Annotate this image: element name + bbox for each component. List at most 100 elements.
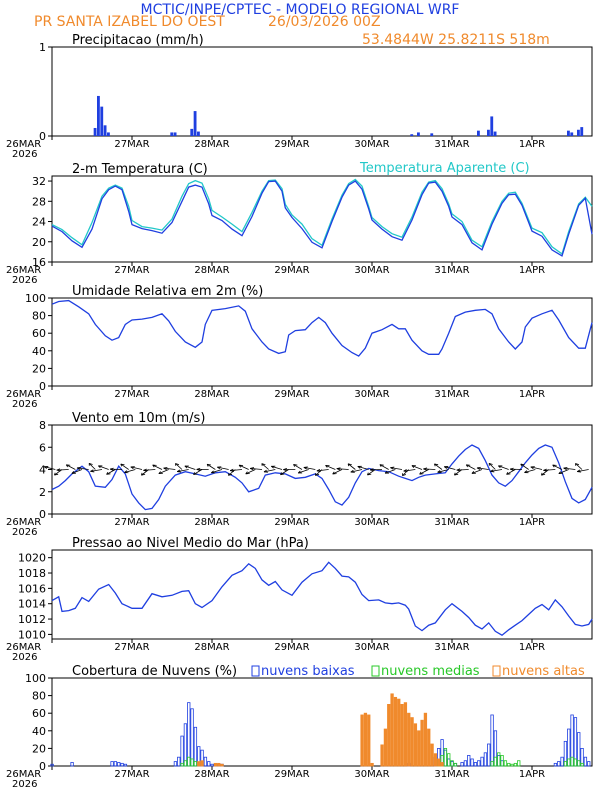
x-tick-label: 30MAR (354, 389, 389, 400)
wind-arrow-shaft (71, 469, 83, 474)
panel-title: Pressao ao Nivel Medio do Mar (hPa) (72, 536, 309, 551)
wind-arrow-head (563, 467, 567, 471)
wind-arrow-shaft (271, 465, 283, 470)
cloud-bar-green (513, 762, 518, 767)
cloud-bar-blue (480, 756, 484, 767)
wind-arrow-shaft (206, 463, 216, 470)
cloud-bar-green (443, 748, 448, 767)
wind-arrow-shaft (56, 469, 69, 471)
wind-arrow-head (56, 469, 61, 472)
wind-arrow-head (489, 462, 493, 465)
x-tick-label: 31MAR (434, 389, 469, 400)
x-tick-label: 1APR (519, 139, 545, 150)
cloud-bar-orange (383, 728, 388, 767)
y-tick-label: 20 (32, 236, 46, 249)
wind-arrow-shaft (90, 469, 103, 472)
cloud-bar-green (567, 758, 571, 767)
cloud-bar-green (573, 758, 578, 767)
wind-arrow-shaft (217, 466, 229, 470)
wind-arrow-head (490, 470, 495, 473)
cloud-bar-blue (50, 763, 54, 767)
y-tick-label: 20 (32, 742, 46, 755)
y-tick-label: 0 (39, 760, 46, 773)
wind-arrow-head (552, 464, 555, 468)
x-tick-label: 26MAR (6, 642, 41, 653)
panel-title: Cobertura de Nuvens (%) (72, 664, 237, 679)
wind-arrow-head (520, 463, 523, 467)
x-tick-year: 2026 (12, 149, 37, 160)
wind-arrow-head (403, 470, 408, 473)
cloud-bar-green (190, 758, 194, 767)
y-tick-label: 4 (39, 464, 46, 477)
x-tick-label: 26MAR (6, 265, 41, 276)
cloud-bar-green (563, 761, 568, 767)
cloud-bar-orange (360, 714, 364, 767)
panel-frame (51, 46, 593, 137)
cloud-bar-blue (557, 761, 561, 767)
wind-arrow-head (120, 463, 125, 466)
legend-swatch-green (371, 665, 380, 677)
wind-arrow-shaft (466, 464, 476, 470)
cloud-bar-blue (587, 761, 591, 767)
x-tick-label: 28MAR (194, 517, 229, 528)
precip-bar (487, 129, 490, 136)
legend-swatch-blue (251, 665, 260, 677)
wind-arrow-shaft (336, 468, 349, 470)
y-tick-label: 2 (39, 486, 46, 499)
wind-arrow-head (44, 466, 48, 469)
precip-bar (430, 133, 434, 136)
panel-title: 2-m Temperatura (C) (72, 162, 208, 177)
wind-arrow-shaft (298, 469, 309, 474)
x-tick-label: 27MAR (114, 265, 149, 276)
wind-arrow-head (280, 473, 285, 476)
wind-arrow-shaft (211, 469, 223, 474)
wind-arrow-head (336, 468, 341, 471)
x-tick-label: 27MAR (114, 769, 149, 780)
wind-arrow-shaft (384, 469, 396, 474)
y-tick-label: 20 (32, 362, 46, 375)
wind-arrow-head (196, 468, 201, 471)
cloud-bar-green (507, 762, 511, 767)
cloud-bar-green (517, 760, 521, 767)
cloud-bar-orange (430, 743, 434, 767)
wind-arrow-shaft (193, 469, 203, 475)
cloud-bar-blue (110, 761, 114, 767)
precip-bar (410, 134, 414, 136)
wind-arrow-head (347, 463, 350, 467)
wind-arrow-shaft (419, 469, 429, 475)
x-tick-year: 2026 (12, 399, 37, 410)
legend-swatch-orange (492, 665, 501, 677)
wind-arrow-head (434, 463, 436, 467)
wind-arrow-shaft (303, 467, 316, 470)
wind-arrow-shaft (325, 465, 336, 470)
wind-arrow-shaft (143, 469, 156, 471)
wind-arrow-shaft (163, 467, 176, 470)
x-tick-year: 2026 (12, 527, 37, 538)
wind-arrow-head (184, 465, 188, 469)
wind-arrow-head (65, 464, 69, 468)
wind-arrow-shaft (552, 464, 563, 470)
cloud-bar-orange (423, 712, 428, 767)
x-tick-label: 28MAR (194, 265, 229, 276)
x-tick-label: 30MAR (354, 139, 389, 150)
wind-arrow-head (207, 463, 212, 466)
precip-bar (103, 125, 107, 136)
x-tick-label: 30MAR (354, 517, 389, 528)
x-tick-label: 1APR (519, 769, 545, 780)
x-tick-label: 28MAR (194, 769, 229, 780)
wind-arrow-head (106, 473, 111, 475)
wind-arrow-head (390, 466, 395, 469)
wind-arrow-shaft (316, 469, 329, 472)
wind-arrow-shaft (130, 466, 143, 470)
panel-frame (51, 297, 593, 387)
y-tick-label: 32 (32, 175, 46, 188)
cloud-bar-blue (70, 762, 74, 767)
cloud-bar-blue (463, 760, 468, 767)
cloud-bar-green (577, 760, 581, 767)
wind-arrow-shaft (456, 469, 469, 471)
panel-title: Umidade Relativa em 2m (%) (72, 284, 263, 299)
wind-arrow-head (316, 470, 321, 472)
wind-arrow-head (206, 464, 209, 467)
